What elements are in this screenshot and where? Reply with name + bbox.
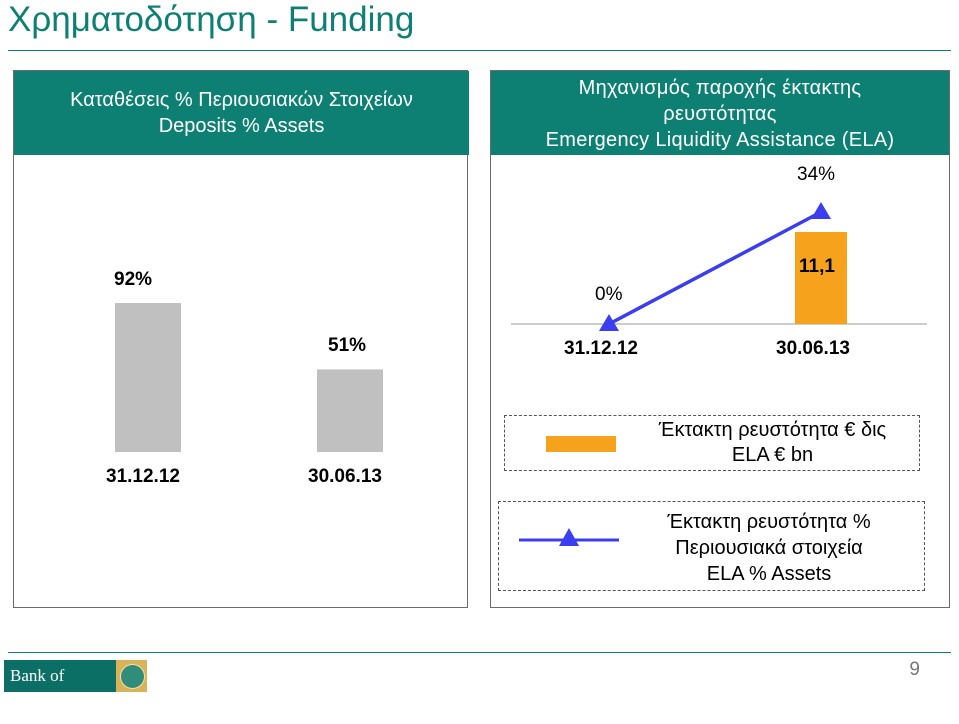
deposits-header-line-english: Deposits % Assets — [158, 115, 325, 137]
ela-bar-value-label-2: 11,1 — [799, 256, 835, 277]
ela-header-line-1: Μηχανισμός παροχής έκτακτης — [578, 77, 862, 99]
deposits-value-label-1: 92% — [114, 269, 153, 290]
ela-line-value-label-1: 0% — [595, 284, 623, 305]
ela-tick-label-1: 31.12.12 — [564, 338, 638, 359]
deposits-header-line-greek: Καταθέσεις % Περιουσιακών Στοιχείων — [70, 89, 413, 111]
bank-of-cyprus-logo: Bank of Cyprus — [4, 660, 116, 717]
legend-line-swatch — [519, 528, 619, 546]
ela-line-point-1 — [599, 314, 619, 331]
ela-line-series — [608, 210, 822, 326]
legend-bar-label-line-1: Έκτακτη ρευστότητα € δις — [658, 419, 887, 441]
legend-bar-label-line-2: ELA € bn — [731, 444, 814, 466]
deposits-tick-label-1: 31.12.12 — [106, 466, 180, 487]
ela-line-value-label-2: 34% — [797, 164, 836, 185]
legend-line-label-line-3: ELA % Assets — [706, 563, 832, 585]
badge-icon — [116, 660, 147, 692]
deposits-chart — [115, 303, 383, 452]
ela-line-point-2 — [811, 202, 831, 219]
deposits-bar-2 — [317, 369, 383, 452]
page-number: 9 — [909, 659, 920, 680]
deposits-panel: Καταθέσεις % Περιουσιακών Στοιχείων Depo… — [13, 70, 469, 608]
legend-line-entry: Έκτακτη ρευστότητα % Περιουσιακά στοιχεί… — [498, 501, 925, 591]
legend-bar-swatch — [546, 436, 616, 452]
ela-panel: Μηχανισμός παροχής έκτακτης ρευστότητας … — [490, 70, 950, 608]
ela-tick-label-2: 30.06.13 — [776, 338, 850, 359]
legend-bar-entry: Έκτακτη ρευστότητα € δις ELA € bn — [504, 415, 920, 471]
deposits-bar-1 — [115, 303, 181, 452]
title-divider — [8, 50, 951, 51]
ela-bar-2 — [795, 232, 847, 324]
legend-line-label-line-1: Έκτακτη ρευστότητα % — [667, 511, 871, 533]
ela-header-line-2: ρευστότητας — [663, 103, 777, 125]
legend-line-label-line-2: Περιουσιακά στοιχεία — [675, 537, 863, 559]
footer-divider — [8, 652, 951, 653]
deposits-panel-header: Καταθέσεις % Περιουσιακών Στοιχείων Depo… — [14, 71, 469, 155]
page-title: Χρηματοδότηση - Funding — [8, 0, 415, 39]
ela-header-line-3: Emergency Liquidity Assistance (ELA) — [545, 129, 895, 151]
ela-chart — [511, 202, 927, 331]
ela-panel-header: Μηχανισμός παροχής έκτακτης ρευστότητας … — [491, 71, 949, 155]
deposits-value-label-2: 51% — [328, 335, 367, 357]
deposits-tick-label-2: 30.06.13 — [308, 466, 382, 487]
